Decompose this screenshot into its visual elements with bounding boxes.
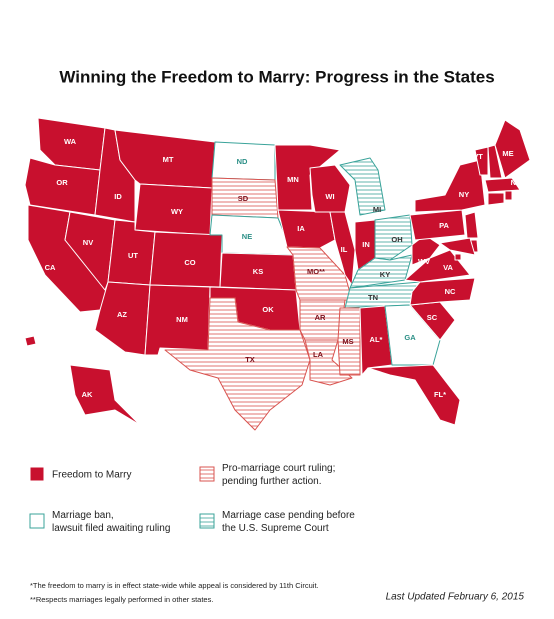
legend-label: Marriage ban, xyxy=(52,510,114,521)
legend-label: Pro-marriage court ruling; xyxy=(222,463,335,474)
state-shape xyxy=(484,177,521,193)
state-shape xyxy=(414,159,486,213)
state-shape xyxy=(474,146,489,176)
state-shape xyxy=(69,364,141,426)
state-label: AR xyxy=(315,313,326,322)
state-label: ND xyxy=(237,157,248,166)
state-shape xyxy=(337,307,361,376)
state-label: WA xyxy=(64,137,77,146)
state-label: FL* xyxy=(434,390,446,399)
state-shape xyxy=(464,211,479,239)
state-label: IN xyxy=(362,240,370,249)
legend: Freedom to Marry Pro-marriage court rulin… xyxy=(29,463,355,534)
state-shape xyxy=(359,305,393,376)
state-label: VA xyxy=(443,263,453,272)
state-shape xyxy=(277,209,336,249)
state-label: MS xyxy=(342,337,353,346)
footnote: **Respects marriages legally performed i… xyxy=(30,595,213,604)
state-label: IL xyxy=(341,245,348,254)
title: Winning the Freedom to Marry: Progress i… xyxy=(59,67,494,86)
legend-label: pending further action. xyxy=(222,476,322,487)
state-label: NY xyxy=(459,190,469,199)
state-label: NJ xyxy=(491,230,501,239)
state-label: DC xyxy=(479,265,490,274)
state-label: RI xyxy=(507,208,515,217)
state-shape xyxy=(164,297,311,431)
legend-swatch xyxy=(199,466,215,482)
state-label: WV xyxy=(418,257,430,266)
state-label: MO** xyxy=(307,267,325,276)
legend-label: Freedom to Marry xyxy=(52,470,131,481)
state-shape xyxy=(24,335,37,347)
state-label: WY xyxy=(171,207,183,216)
state-shape xyxy=(404,249,471,283)
state-label: MT xyxy=(163,155,174,164)
state-label: MI xyxy=(373,205,381,214)
state-label: WI xyxy=(325,192,334,201)
state-shape xyxy=(409,209,466,241)
legend-label: the U.S. Supreme Court xyxy=(222,523,329,534)
state-shape xyxy=(487,144,503,179)
state-label: HI xyxy=(34,352,42,361)
state-label: LA xyxy=(313,350,324,359)
state-label: OH xyxy=(391,235,402,244)
footnote: *The freedom to marry is in effect state… xyxy=(30,581,319,590)
state-label: CA xyxy=(45,263,56,272)
state-label: CO xyxy=(184,258,195,267)
state-label: TN xyxy=(368,293,378,302)
state-label: MA xyxy=(522,193,534,202)
state-shape xyxy=(374,214,413,261)
state-label: KY xyxy=(380,270,390,279)
state-label: AZ xyxy=(117,310,127,319)
state-label: MN xyxy=(287,175,299,184)
state-label: NC xyxy=(445,287,456,296)
legend-swatch xyxy=(199,513,215,529)
state-shape xyxy=(494,119,531,179)
state-label: AL* xyxy=(370,335,383,344)
state-shape xyxy=(487,192,505,206)
state-shape xyxy=(339,157,386,216)
state-label: IA xyxy=(297,224,305,233)
state-label: ME xyxy=(502,149,513,158)
state-label: TX xyxy=(245,355,255,364)
state-label: AK xyxy=(82,390,93,399)
legend-swatch xyxy=(29,513,45,529)
state-label: VT xyxy=(473,152,483,161)
state-label: OK xyxy=(262,305,274,314)
state-labels: WA OR CA NV ID MT WY UT CO AZ NM ND SD NE KS OK TX MN IA MO… xyxy=(34,137,534,399)
state-label: MD xyxy=(481,254,493,263)
state-label: ID xyxy=(114,192,122,201)
state-shape xyxy=(384,304,441,366)
state-shape xyxy=(309,164,351,213)
state-shape xyxy=(454,253,462,261)
state-label: NH xyxy=(511,178,522,187)
legend-label: Marriage case pending before xyxy=(222,510,355,521)
state-shape xyxy=(439,237,476,256)
state-label: CT xyxy=(493,218,503,227)
state-shape xyxy=(504,190,513,201)
state-label: PA xyxy=(439,221,449,230)
state-shape xyxy=(367,364,461,426)
legend-swatch xyxy=(29,466,45,482)
state-label: NE xyxy=(242,232,252,241)
updated-date: Last Updated February 6, 2015 xyxy=(386,592,525,603)
state-label: SC xyxy=(427,313,438,322)
state-label: NV xyxy=(83,238,93,247)
states xyxy=(24,117,531,431)
legend-label: lawsuit filed awaiting ruling xyxy=(52,523,170,534)
state-label: SD xyxy=(238,194,249,203)
state-label: NM xyxy=(176,315,188,324)
state-label: GA xyxy=(404,333,416,342)
state-label: DE xyxy=(487,242,497,251)
state-label: OR xyxy=(56,178,68,187)
state-label: UT xyxy=(128,251,138,260)
state-label: KS xyxy=(253,267,263,276)
